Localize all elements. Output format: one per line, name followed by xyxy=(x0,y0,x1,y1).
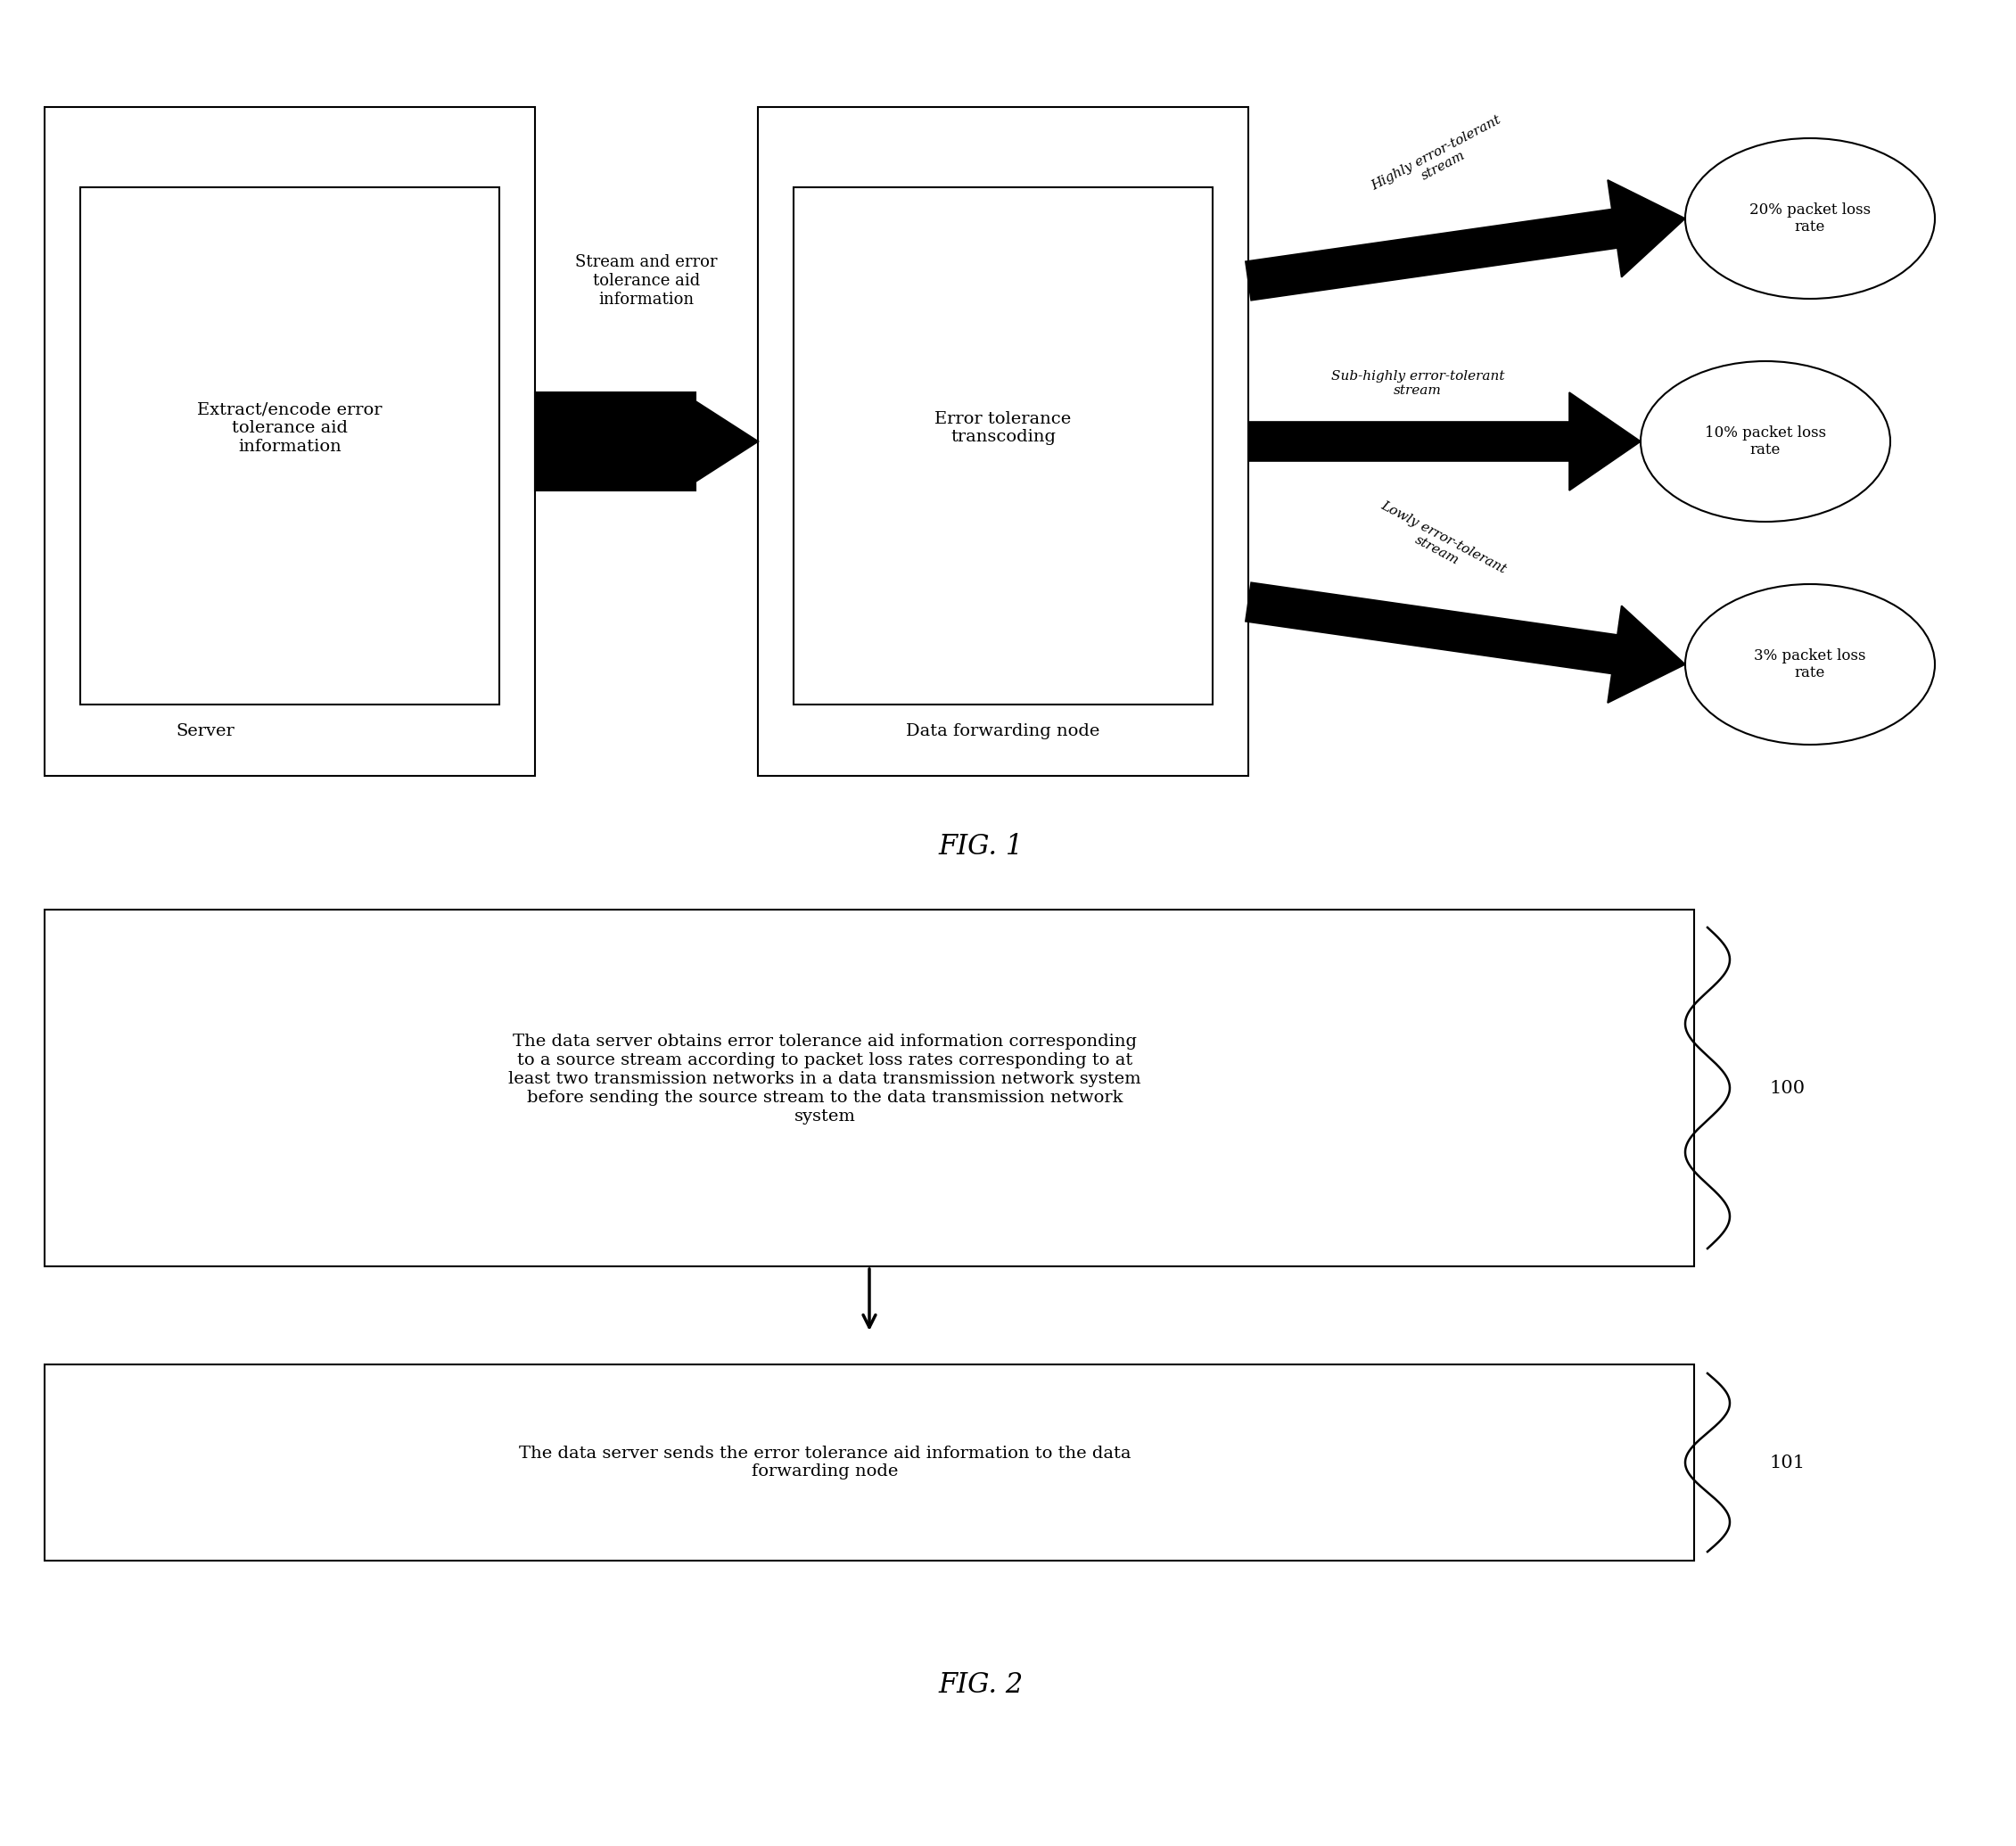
FancyBboxPatch shape xyxy=(81,186,500,705)
FancyBboxPatch shape xyxy=(44,107,534,775)
Text: Extract/encode error
tolerance aid
information: Extract/encode error tolerance aid infor… xyxy=(198,401,383,454)
Text: FIG. 2: FIG. 2 xyxy=(937,1672,1024,1700)
Ellipse shape xyxy=(1641,362,1891,522)
Text: Sub-highly error-tolerant
stream: Sub-highly error-tolerant stream xyxy=(1331,369,1504,397)
Text: 100: 100 xyxy=(1770,1080,1806,1097)
Text: Data forwarding node: Data forwarding node xyxy=(905,724,1101,738)
FancyBboxPatch shape xyxy=(794,186,1214,705)
Text: 3% packet loss
rate: 3% packet loss rate xyxy=(1754,648,1867,681)
Text: Highly error-tolerant
stream: Highly error-tolerant stream xyxy=(1369,113,1510,205)
Ellipse shape xyxy=(1685,583,1935,744)
Ellipse shape xyxy=(1685,138,1935,299)
Text: FIG. 1: FIG. 1 xyxy=(937,833,1024,860)
Polygon shape xyxy=(1246,583,1685,703)
FancyBboxPatch shape xyxy=(758,107,1248,775)
Text: The data server obtains error tolerance aid information corresponding
to a sourc: The data server obtains error tolerance … xyxy=(508,1034,1141,1124)
Text: Error tolerance
transcoding: Error tolerance transcoding xyxy=(935,412,1070,445)
Text: 20% packet loss
rate: 20% packet loss rate xyxy=(1750,203,1871,234)
Polygon shape xyxy=(1246,181,1685,301)
Text: Stream and error
tolerance aid
information: Stream and error tolerance aid informati… xyxy=(575,255,718,308)
Polygon shape xyxy=(1248,393,1641,491)
Text: The data server sends the error tolerance aid information to the data
forwarding: The data server sends the error toleranc… xyxy=(518,1445,1131,1480)
Text: Server: Server xyxy=(175,724,234,738)
Text: 10% packet loss
rate: 10% packet loss rate xyxy=(1706,425,1826,458)
FancyBboxPatch shape xyxy=(44,910,1693,1266)
FancyBboxPatch shape xyxy=(44,1364,1693,1560)
Text: Lowly error-tolerant
stream: Lowly error-tolerant stream xyxy=(1371,498,1508,589)
Polygon shape xyxy=(534,393,758,491)
Text: 101: 101 xyxy=(1770,1455,1806,1471)
